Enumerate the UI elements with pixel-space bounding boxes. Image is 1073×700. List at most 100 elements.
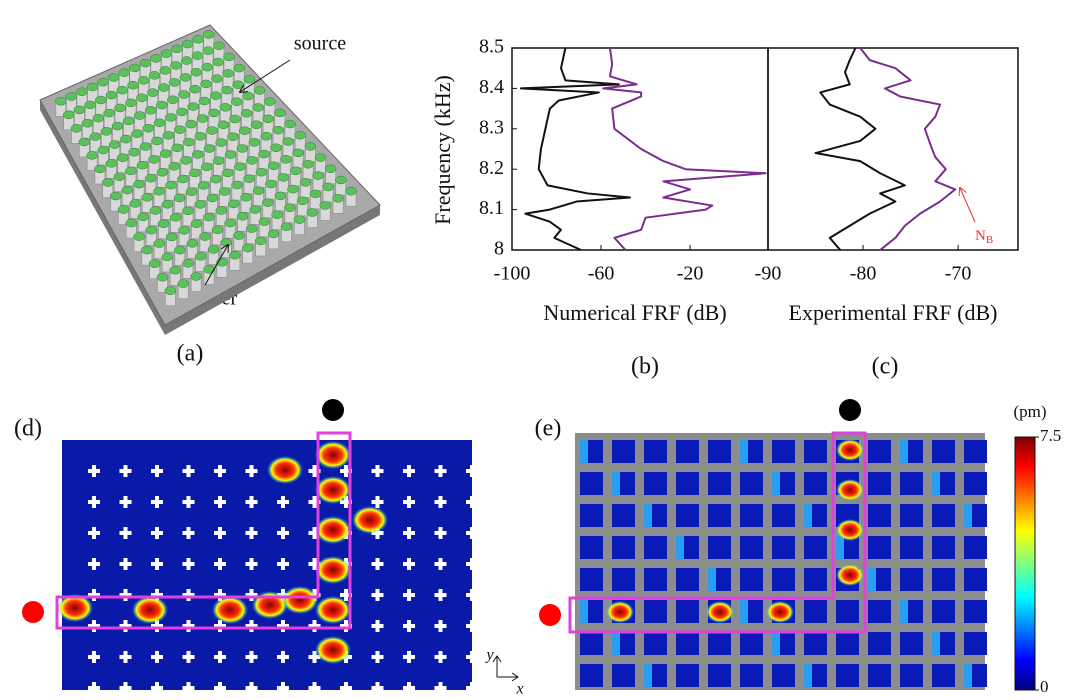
cell [964,632,987,655]
cell [900,536,923,559]
resonator-cap [271,210,283,219]
resonator-cap [122,116,135,126]
cross-v [123,620,128,632]
resonator-cap [243,174,255,183]
resonator-cap [252,103,264,112]
resonator-cap [258,149,270,159]
cell-glow [708,568,716,591]
resonator-cap [136,160,149,170]
resonator-cap [190,219,203,228]
resonator-cap [292,148,304,158]
resonator-cap [289,166,302,176]
x-tick-label: -70 [945,263,972,285]
cell [644,472,667,495]
cross-v [344,589,348,601]
resonator-cap [197,181,210,190]
resonator-cap [227,199,240,209]
cell [708,440,731,463]
cell [580,664,603,687]
cell [644,536,667,559]
cross-v [186,558,191,570]
x-tick-label: -100 [494,263,531,285]
resonator-cap [217,120,230,130]
resonator-cap [236,144,249,153]
cell [612,664,635,687]
hot-spot [836,439,864,461]
resonator-cap [223,52,235,62]
cross-v [92,589,96,601]
cell-glow [932,632,940,655]
resonator-cap [180,56,193,65]
y-tick-label: 8.2 [479,157,504,179]
resonator-cap [267,161,280,171]
cross-v [218,496,222,508]
cell [868,536,891,559]
cross-v [218,682,222,694]
resonator-cap [233,63,245,73]
resonator-cap [282,137,294,146]
cell [932,536,955,559]
resonator-cap [161,252,173,262]
resonator-cap [171,143,183,153]
cross-v [438,682,443,694]
cell [708,504,731,527]
resonator-cap [201,62,214,72]
resonator-cap [208,108,220,118]
cell-glow [804,504,812,527]
resonator-cap [294,130,306,140]
resonator-cap [241,243,254,253]
resonator-cap [277,173,290,182]
resonator-cap [105,159,118,168]
cross-v [312,558,317,570]
resonator-cap [136,93,148,102]
resonator-cap [238,126,251,135]
cell-glow [964,504,972,527]
cross-v [312,620,317,632]
cross-v [123,682,128,694]
resonator-cap [263,97,276,106]
cross-v [470,682,474,694]
path-outline [568,431,867,634]
resonator-cap [177,279,189,288]
resonator-cap [200,162,213,172]
resonator-cap [299,178,312,187]
cross-v [92,620,96,632]
resonator-cap [165,113,177,122]
resonator-cap [133,179,145,189]
resonator-cap [178,90,190,99]
x-tick-label: -90 [755,263,782,285]
resonator-cap [227,132,239,141]
cross-v [186,465,191,477]
cross-v [186,589,191,601]
resonator-cap [252,186,265,195]
cross-v [186,651,191,663]
cross-v [344,465,348,477]
x-axis-label: Experimental FRF (dB) [789,300,998,325]
cell [676,568,699,591]
resonator-cap [100,127,113,136]
cross-v [218,620,222,632]
receiver-dot [539,604,561,626]
cell-glow [836,536,844,559]
cell [932,664,955,687]
resonator-cap [73,105,86,115]
cross-v [155,620,159,632]
cell [804,632,827,655]
resonator-cap [177,174,189,184]
resonator-cap [248,138,261,147]
cross-v [281,620,285,632]
cell-glow [580,440,588,463]
resonator-cap [265,179,277,189]
resonator-cap [120,134,132,144]
resonator-cap [194,200,206,209]
cross-v [186,496,191,508]
cross-v [92,682,96,694]
cross-v [375,558,380,570]
resonator-cap [187,102,199,111]
y-tick-label: 8.5 [479,36,504,58]
cell-glow [644,504,652,527]
hot-spot [132,596,168,624]
cell [868,600,891,623]
resonator-cap [55,97,67,106]
cross-v [123,651,128,663]
